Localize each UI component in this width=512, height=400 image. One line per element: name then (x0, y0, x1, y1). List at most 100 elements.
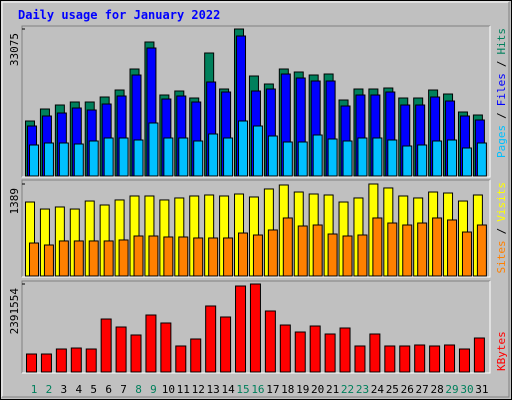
bar (384, 345, 396, 373)
bar (43, 244, 54, 277)
bar (387, 222, 398, 277)
bar (402, 224, 413, 277)
bar (312, 224, 323, 277)
x-tick-label: 24 (371, 383, 385, 396)
bar (130, 334, 142, 373)
bar (294, 331, 306, 373)
y-tick-label: 2391554 (8, 288, 21, 335)
x-tick-label: 26 (401, 383, 414, 396)
bar (160, 322, 172, 373)
bar (473, 337, 485, 373)
panel-highlight (22, 180, 491, 278)
bar (223, 237, 234, 277)
bar (309, 325, 321, 373)
bar (417, 144, 428, 177)
x-tick-label: 12 (192, 383, 205, 396)
x-tick-label: 10 (162, 383, 175, 396)
x-tick-label: 8 (135, 383, 142, 396)
bar (88, 240, 99, 277)
panel-shadow (21, 280, 490, 373)
y-tick-label: 33075 (8, 33, 21, 66)
x-tick-label: 27 (416, 383, 429, 396)
x-tick-label: 20 (311, 383, 324, 396)
x-tick-label: 13 (207, 383, 220, 396)
x-tick-label: 9 (150, 383, 157, 396)
bar (357, 137, 368, 177)
legend-separator: / (495, 112, 508, 119)
legend: KBytes (495, 331, 508, 371)
bar (369, 333, 381, 373)
bar (29, 242, 39, 277)
bar (220, 316, 232, 373)
x-tick-label: 2 (46, 383, 53, 396)
bar (145, 314, 157, 373)
bar (103, 240, 114, 277)
bar (58, 142, 69, 177)
x-tick-label: 28 (430, 383, 443, 396)
bar (29, 144, 39, 177)
bar (175, 345, 187, 373)
bar (282, 217, 293, 277)
bar (297, 225, 308, 277)
legend: Pages / Files / Hits (495, 28, 508, 158)
bar (43, 142, 54, 177)
bar (100, 318, 112, 373)
legend-entry: Sites (495, 240, 508, 273)
bar (414, 344, 426, 373)
bar (444, 344, 456, 373)
x-tick-label: 25 (386, 383, 399, 396)
bar (476, 142, 487, 177)
bar (70, 347, 82, 373)
bar (163, 137, 174, 177)
bar (118, 239, 129, 277)
bar (115, 326, 127, 373)
bar (238, 120, 249, 177)
bar (190, 338, 202, 373)
bar (208, 133, 219, 177)
legend-separator: / (495, 228, 508, 235)
bar (73, 240, 84, 277)
legend: Sites / Visits (495, 182, 508, 274)
x-tick-label: 3 (61, 383, 68, 396)
bar (55, 348, 67, 373)
legend-entry: Hits (495, 28, 508, 55)
x-tick-label: 22 (341, 383, 354, 396)
x-tick-label: 23 (356, 383, 369, 396)
bar (208, 237, 219, 277)
bar (461, 147, 472, 177)
bar (417, 222, 428, 277)
x-tick-label: 29 (445, 383, 458, 396)
bar (249, 283, 261, 373)
bar (163, 236, 174, 277)
x-tick-label: 21 (326, 383, 339, 396)
bar (205, 305, 217, 373)
bar (342, 235, 353, 277)
bar (133, 235, 144, 277)
bar (73, 143, 84, 177)
bar (399, 345, 411, 373)
bar (402, 145, 413, 177)
bar (267, 229, 278, 277)
bar (178, 137, 189, 177)
bar (252, 234, 263, 277)
bar (354, 345, 366, 373)
bar (103, 137, 114, 177)
bar (26, 353, 37, 373)
bar (297, 141, 308, 177)
x-tick-label: 15 (236, 383, 249, 396)
bar (85, 348, 97, 373)
legend-entry: KBytes (495, 331, 508, 371)
bar (118, 137, 129, 177)
bar (148, 235, 159, 277)
bar (264, 310, 276, 373)
x-tick-label: 31 (475, 383, 488, 396)
legend-separator: / (495, 61, 508, 68)
panel-shadow (21, 179, 490, 277)
bar (223, 137, 234, 177)
panel-highlight (22, 281, 491, 374)
bar (88, 140, 99, 177)
bar (193, 140, 204, 177)
bar (447, 219, 458, 277)
